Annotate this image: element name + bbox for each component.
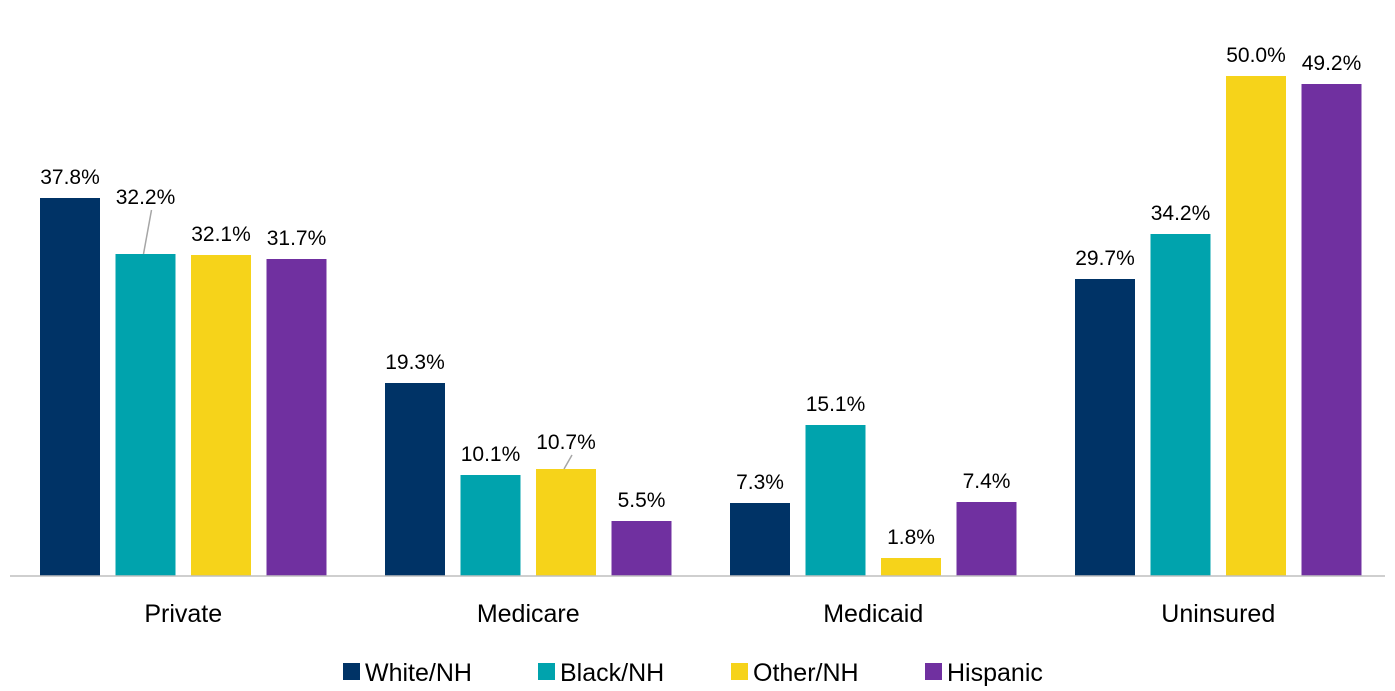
category-label-private: Private bbox=[144, 600, 222, 628]
legend-swatch-black-nh bbox=[538, 663, 555, 680]
leader-line-private-black-nh bbox=[142, 209, 153, 255]
data-label-medicare-hispanic: 5.5% bbox=[618, 489, 666, 512]
legend-swatch-hispanic bbox=[925, 663, 942, 680]
data-label-uninsured-white-nh: 29.7% bbox=[1075, 247, 1135, 270]
bar-uninsured-hispanic bbox=[1301, 84, 1362, 576]
data-label-medicare-white-nh: 19.3% bbox=[385, 351, 445, 374]
data-label-medicaid-hispanic: 7.4% bbox=[963, 470, 1011, 493]
data-label-private-other-nh: 32.1% bbox=[191, 223, 251, 246]
bar-private-white-nh bbox=[40, 198, 100, 576]
bars-layer bbox=[40, 76, 1362, 576]
data-label-uninsured-other-nh: 50.0% bbox=[1226, 44, 1286, 67]
data-label-private-black-nh: 32.2% bbox=[116, 186, 176, 209]
data-labels-layer: 37.8% 32.2% 32.1% 31.7% 19.3% 10.1% 10.7% 5.5% 7… bbox=[40, 44, 1361, 549]
data-label-medicare-other-nh: 10.7% bbox=[536, 431, 596, 454]
bar-private-other-nh bbox=[191, 255, 251, 576]
bar-uninsured-black-nh bbox=[1150, 234, 1211, 576]
leader-line-medicare-other-nh bbox=[563, 454, 573, 470]
category-label-medicare: Medicare bbox=[477, 600, 580, 628]
legend: White/NH Black/NH Other/NH Hispanic bbox=[343, 659, 1043, 687]
legend-label-other-nh: Other/NH bbox=[753, 659, 859, 687]
bar-medicare-black-nh bbox=[460, 475, 521, 576]
legend-label-hispanic: Hispanic bbox=[947, 659, 1043, 687]
legend-swatch-other-nh bbox=[731, 663, 748, 680]
legend-label-black-nh: Black/NH bbox=[560, 659, 664, 687]
bar-medicaid-other-nh bbox=[881, 558, 941, 576]
data-label-medicaid-other-nh: 1.8% bbox=[887, 526, 935, 549]
category-label-uninsured: Uninsured bbox=[1161, 600, 1275, 628]
bar-uninsured-white-nh bbox=[1075, 279, 1135, 576]
bar-uninsured-other-nh bbox=[1226, 76, 1286, 576]
data-label-uninsured-black-nh: 34.2% bbox=[1151, 202, 1211, 225]
bar-medicare-other-nh bbox=[536, 469, 596, 576]
bar-medicare-hispanic bbox=[611, 521, 672, 576]
legend-swatch-white-nh bbox=[343, 663, 360, 680]
bar-medicaid-hispanic bbox=[956, 502, 1017, 576]
bar-private-black-nh bbox=[115, 254, 176, 576]
bar-medicare-white-nh bbox=[385, 383, 445, 576]
data-label-private-hispanic: 31.7% bbox=[267, 227, 327, 250]
data-label-uninsured-hispanic: 49.2% bbox=[1302, 52, 1362, 75]
leader-lines-layer bbox=[142, 209, 573, 470]
category-labels-layer: Private Medicare Medicaid Uninsured bbox=[144, 600, 1275, 628]
bar-medicaid-white-nh bbox=[730, 503, 790, 576]
bar-private-hispanic bbox=[266, 259, 327, 576]
data-label-medicaid-black-nh: 15.1% bbox=[806, 393, 866, 416]
data-label-medicare-black-nh: 10.1% bbox=[461, 443, 521, 466]
data-label-private-white-nh: 37.8% bbox=[40, 166, 100, 189]
legend-label-white-nh: White/NH bbox=[365, 659, 472, 687]
data-label-medicaid-white-nh: 7.3% bbox=[736, 471, 784, 494]
bar-medicaid-black-nh bbox=[805, 425, 866, 576]
category-label-medicaid: Medicaid bbox=[823, 600, 923, 628]
